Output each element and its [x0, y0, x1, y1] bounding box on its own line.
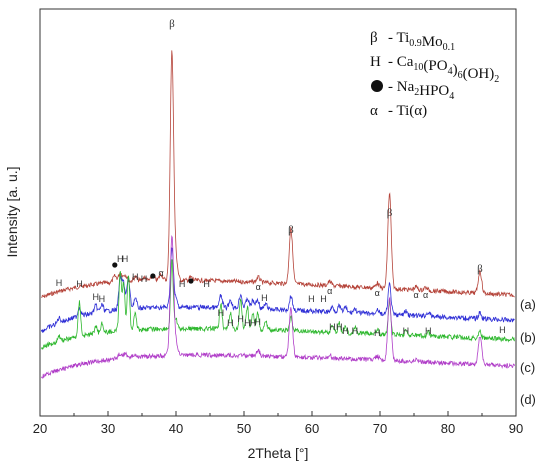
y-axis-title: Intensity [a. u.]: [4, 166, 20, 257]
peak-label: H: [141, 274, 148, 284]
legend-symbol: β: [370, 30, 378, 46]
x-tick-label: 60: [305, 421, 319, 436]
peak-label: H: [254, 317, 261, 327]
peak-label: α: [158, 268, 163, 278]
peak-label: H: [93, 292, 100, 302]
peak-label: α: [413, 290, 418, 300]
series-label: (d): [520, 392, 536, 407]
x-tick-label: 30: [101, 421, 115, 436]
x-tick-label: 90: [509, 421, 523, 436]
peak-label: β: [477, 263, 483, 275]
peak-label: β: [169, 18, 175, 30]
series-line: [40, 247, 515, 333]
series-label: (a): [520, 297, 536, 312]
legend-dot-icon: [371, 80, 383, 92]
x-axis-title: 2Theta [°]: [248, 445, 309, 461]
legend-label: - Ti0.9Mo0.1: [388, 30, 455, 53]
x-tick-label: 20: [33, 421, 47, 436]
peak-label: H: [250, 318, 257, 328]
series-line: [41, 235, 515, 379]
legend-entry: H - Ca10(PO4)6(OH)2: [370, 54, 499, 85]
peak-marker-dot: [112, 262, 118, 268]
x-tick-label: 40: [169, 421, 183, 436]
peak-label: H: [261, 293, 268, 303]
series-line: [40, 259, 515, 351]
peak-label: H: [227, 318, 234, 328]
x-tick-label: 80: [441, 421, 455, 436]
x-axis-ticks: 20 30 40 50 60 70 80 90: [33, 411, 523, 436]
peak-label: H: [244, 318, 251, 328]
peak-label: α: [375, 288, 380, 298]
legend-symbol: α: [370, 103, 378, 119]
series-label: (c): [520, 360, 535, 375]
curve-labels: (a) (b) (c) (d): [520, 297, 536, 407]
legend: β - Ti0.9Mo0.1 H - Ca10(PO4)6(OH)2- Na2HPO4…: [370, 30, 499, 119]
legend-entry: - Na2HPO4: [371, 79, 454, 102]
peak-label: H: [76, 279, 83, 289]
peak-label: β: [288, 224, 294, 236]
x-tick-label: 50: [237, 421, 251, 436]
peak-label: H: [308, 294, 315, 304]
peak-label: H: [425, 326, 432, 336]
peak-marker-dot: [150, 273, 156, 279]
legend-label: - Na2HPO4: [388, 79, 454, 102]
series-label: (b): [520, 330, 536, 345]
peak-label: H: [320, 294, 327, 304]
peak-label: H: [237, 314, 244, 324]
peak-label: H: [329, 322, 336, 332]
peak-label: H: [179, 279, 186, 289]
peak-label: H: [352, 326, 359, 336]
peak-label: H: [203, 279, 210, 289]
legend-symbol: H: [370, 54, 381, 70]
peak-label: α: [327, 286, 332, 296]
legend-label: - Ca10(PO4)6(OH)2: [388, 54, 499, 85]
peak-label: H: [403, 326, 410, 336]
legend-entry: β - Ti0.9Mo0.1: [370, 30, 455, 53]
series-layer: [40, 50, 515, 379]
peak-label: H: [342, 326, 349, 336]
peak-label: H: [336, 322, 343, 332]
legend-entry: α - Ti(α): [370, 103, 427, 119]
peak-label: H: [132, 272, 139, 282]
peak-label: H: [117, 254, 124, 264]
peak-label: H: [499, 325, 506, 335]
legend-label: - Ti(α): [388, 103, 427, 119]
peak-label: α: [423, 290, 428, 300]
peak-label: H: [218, 308, 225, 318]
peak-label: H: [122, 254, 129, 264]
peak-label: H: [56, 278, 63, 288]
peak-label: β: [387, 207, 393, 219]
peak-label: H: [99, 294, 106, 304]
peak-marker-dot: [188, 278, 194, 284]
peak-label: H: [374, 328, 381, 338]
peak-label: α: [256, 282, 261, 292]
x-tick-label: 70: [373, 421, 387, 436]
